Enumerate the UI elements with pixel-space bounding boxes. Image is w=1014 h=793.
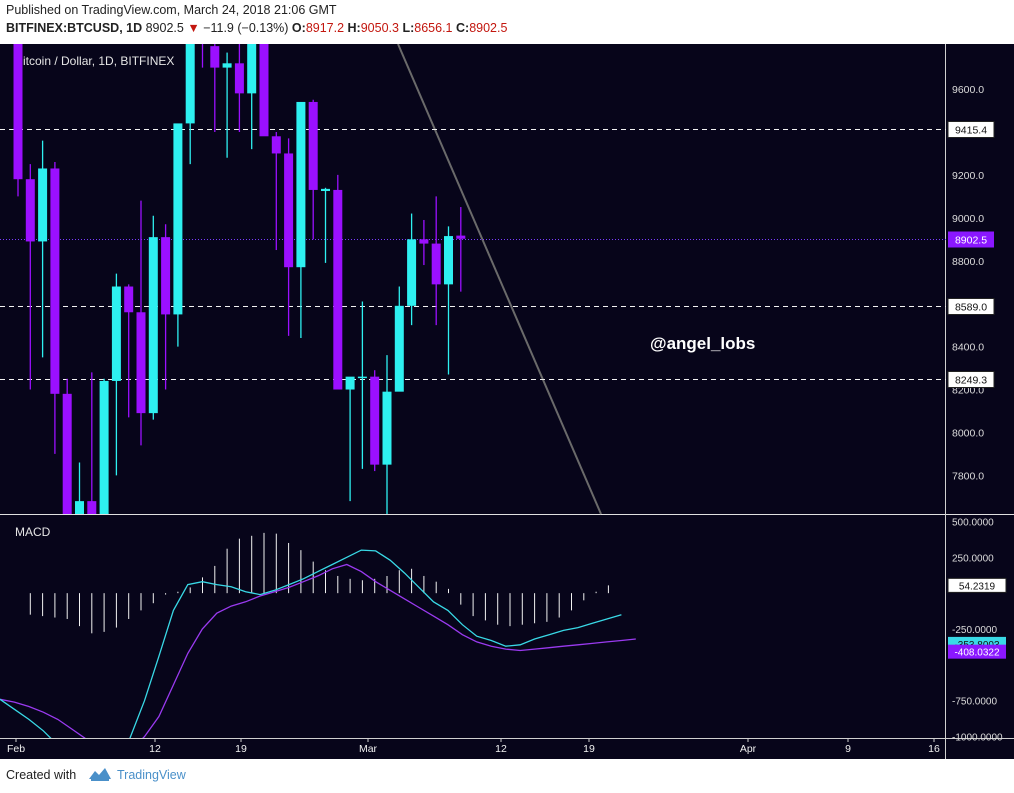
candle-body	[259, 44, 269, 137]
candle-body	[456, 235, 466, 239]
price-tick-label: 9200.0	[952, 170, 984, 182]
price-tick-label: 9000.0	[952, 213, 984, 225]
level-price-box	[947, 298, 995, 315]
candle-body	[271, 136, 281, 154]
candle-body	[296, 101, 306, 268]
macd-line-group	[0, 549, 636, 738]
level-price-box	[947, 371, 995, 388]
high-label: H:	[347, 21, 361, 35]
open-value: 8917.2	[305, 21, 345, 35]
macd-tick-label: 250.0000	[952, 553, 994, 564]
candle-body	[38, 168, 48, 242]
price-tick-label: 7800.0	[952, 470, 984, 482]
macd-value-box	[947, 577, 1007, 593]
candle-body	[345, 376, 355, 390]
last-price-label: 8902.5	[955, 235, 987, 247]
level-price-box	[947, 121, 995, 138]
candle-body	[173, 123, 183, 315]
price-tick-label: 8400.0	[952, 342, 984, 354]
candle-body	[62, 393, 72, 514]
time-tick-label: 16	[928, 743, 940, 755]
chart-area[interactable]: Bitcoin / Dollar, 1D, BITFINEX MACD @ang…	[0, 43, 1014, 759]
candle-body	[357, 376, 367, 379]
candle-body	[333, 189, 343, 390]
tradingview-logo-icon[interactable]	[87, 766, 113, 782]
ohlc-line: BITFINEX:BTCUSD, 1D 8902.5 ▼ −11.9 (−0.1…	[6, 21, 507, 35]
close-value: 8902.5	[469, 21, 508, 35]
candle-body	[284, 153, 294, 268]
candle-body	[99, 380, 109, 514]
time-tick-label: 12	[149, 743, 161, 755]
time-tick-label: 19	[235, 743, 247, 755]
candle-body	[13, 44, 23, 180]
time-tick-label: 9	[845, 743, 851, 755]
created-with-label: Created with	[6, 768, 77, 782]
price-tick-label: 8000.0	[952, 427, 984, 439]
candle-body	[394, 305, 404, 392]
candle-body	[210, 46, 220, 68]
close-label: C:	[455, 21, 470, 35]
high-value: 9050.3	[360, 21, 399, 35]
candle-body	[234, 63, 244, 94]
candle-body	[431, 243, 441, 285]
candle-body	[50, 168, 60, 394]
low-value: 8656.1	[414, 21, 453, 35]
price-tick-label: 8800.0	[952, 256, 984, 268]
change-value: −11.9 (−0.13%)	[203, 21, 289, 35]
candle-body	[407, 239, 417, 306]
main-chart-title: Bitcoin / Dollar, 1D, BITFINEX	[15, 54, 174, 68]
trend-line[interactable]	[397, 43, 602, 515]
candle-body	[161, 237, 171, 315]
macd-tick-label: -750.0000	[952, 697, 997, 708]
level-price-label: 8589.0	[955, 302, 987, 314]
candle-body	[148, 237, 158, 414]
candle-body	[124, 286, 134, 313]
macd-title: MACD	[15, 525, 51, 539]
candle-body	[382, 391, 392, 465]
chart-svg[interactable]: Bitcoin / Dollar, 1D, BITFINEX MACD @ang…	[0, 43, 1014, 759]
change-down-icon: ▼	[187, 21, 200, 35]
candle-body	[444, 236, 453, 285]
published-line: Published on TradingView.com, March 24, …	[6, 3, 337, 17]
level-price-label: 8249.3	[955, 375, 987, 387]
macd-value-label: -408.0322	[954, 648, 999, 659]
level-price-label: 9415.4	[955, 125, 987, 137]
tradingview-brand[interactable]: TradingView	[117, 768, 186, 782]
macd-tick-label: 500.0000	[952, 517, 994, 528]
macd-value-box	[948, 644, 1006, 659]
author-annotation: @angel_lobs	[650, 334, 755, 353]
candle-group	[13, 44, 466, 514]
macd-line	[0, 549, 622, 738]
time-tick-label: Feb	[7, 743, 25, 755]
candle-body	[25, 179, 35, 242]
last-price: 8902.5	[145, 21, 184, 35]
candle-body	[136, 312, 146, 414]
candle-body	[185, 44, 195, 124]
time-tick-label: Mar	[359, 743, 378, 755]
time-tick-label: 19	[583, 743, 595, 755]
last-price-box	[948, 231, 994, 248]
candle-body	[370, 376, 380, 465]
footer: Created with TradingView	[0, 759, 1014, 793]
candle-body	[308, 101, 318, 190]
candle-body	[321, 188, 330, 192]
macd-value-label: 54.2319	[959, 581, 996, 592]
macd-tick-label: -250.0000	[952, 625, 997, 636]
signal-line	[0, 563, 636, 738]
time-tick-label: Apr	[740, 743, 757, 755]
candle-body	[87, 501, 97, 514]
symbol-label[interactable]: BITFINEX:BTCUSD, 1D	[6, 21, 143, 35]
price-tick-label: 9600.0	[952, 84, 984, 96]
open-label: O:	[291, 21, 306, 35]
macd-tick-label: -1000.0000	[952, 733, 1003, 744]
candle-body	[111, 286, 121, 381]
candle-body	[222, 63, 232, 68]
time-tick-label: 12	[495, 743, 507, 755]
low-label: L:	[402, 21, 415, 35]
candle-body	[419, 239, 429, 244]
candle-body	[75, 501, 84, 514]
candle-body	[247, 44, 257, 94]
chart-header: Published on TradingView.com, March 24, …	[0, 0, 1014, 44]
